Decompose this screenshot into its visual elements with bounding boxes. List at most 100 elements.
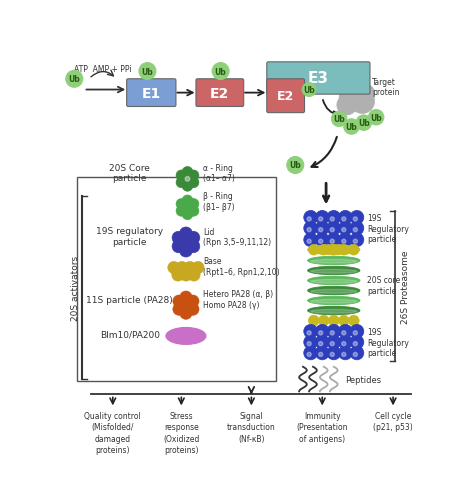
Text: Ub: Ub <box>333 115 345 124</box>
Text: Peptides: Peptides <box>346 375 382 384</box>
Ellipse shape <box>308 297 360 305</box>
Circle shape <box>356 85 374 104</box>
Circle shape <box>172 240 185 253</box>
Text: E2: E2 <box>210 87 229 100</box>
Circle shape <box>304 335 318 349</box>
Text: Cell cycle
(p21, p53): Cell cycle (p21, p53) <box>373 411 413 432</box>
Circle shape <box>179 236 192 249</box>
Circle shape <box>188 206 199 217</box>
Circle shape <box>338 211 352 225</box>
Ellipse shape <box>308 287 360 295</box>
Text: Stress
response
(Oxidized
proteins): Stress response (Oxidized proteins) <box>163 411 200 454</box>
Circle shape <box>176 178 187 188</box>
Circle shape <box>368 110 384 126</box>
Circle shape <box>338 335 352 349</box>
Circle shape <box>182 202 193 213</box>
Circle shape <box>342 353 346 357</box>
Circle shape <box>327 211 341 225</box>
Circle shape <box>338 325 352 338</box>
Ellipse shape <box>310 260 357 264</box>
Circle shape <box>307 228 311 232</box>
Text: Ub: Ub <box>290 161 301 170</box>
Text: 19S
Regulatory
particle: 19S Regulatory particle <box>367 214 409 243</box>
Circle shape <box>319 331 323 335</box>
Circle shape <box>350 90 374 114</box>
Circle shape <box>176 171 187 182</box>
Text: Ub: Ub <box>68 75 80 84</box>
Text: β - Ring
(β1– β7): β - Ring (β1– β7) <box>203 192 235 212</box>
Circle shape <box>212 63 229 80</box>
Circle shape <box>339 84 367 112</box>
Circle shape <box>328 245 339 256</box>
Circle shape <box>330 342 334 346</box>
Circle shape <box>176 206 187 217</box>
Circle shape <box>315 325 329 338</box>
Circle shape <box>330 331 334 335</box>
Text: 19S regulatory
particle: 19S regulatory particle <box>96 227 164 246</box>
Circle shape <box>319 217 323 222</box>
Circle shape <box>176 262 188 274</box>
Text: 19S
Regulatory
particle: 19S Regulatory particle <box>367 328 409 357</box>
Circle shape <box>182 167 193 178</box>
Circle shape <box>342 217 346 222</box>
Circle shape <box>182 174 193 185</box>
FancyBboxPatch shape <box>196 79 244 107</box>
Circle shape <box>180 307 192 319</box>
Circle shape <box>187 303 199 316</box>
Text: Blm10/PA200: Blm10/PA200 <box>100 330 160 339</box>
Text: Ub: Ub <box>142 67 153 76</box>
Circle shape <box>315 233 329 247</box>
Text: Target
protein: Target protein <box>372 77 400 97</box>
Text: Ub: Ub <box>358 119 370 128</box>
FancyBboxPatch shape <box>267 79 304 113</box>
Circle shape <box>187 295 199 308</box>
Circle shape <box>307 342 311 346</box>
Text: ATP  AMP + PPi: ATP AMP + PPi <box>74 65 132 74</box>
Text: 11S particle (PA28): 11S particle (PA28) <box>86 296 173 304</box>
Circle shape <box>353 228 357 232</box>
Circle shape <box>346 79 368 101</box>
Circle shape <box>304 222 318 236</box>
Text: Lid
(Rpn 3,5–9,11,12): Lid (Rpn 3,5–9,11,12) <box>203 227 271 247</box>
Circle shape <box>338 233 352 247</box>
Circle shape <box>173 303 185 316</box>
Circle shape <box>356 116 372 131</box>
Text: E1: E1 <box>142 87 161 100</box>
Circle shape <box>307 240 311 244</box>
Circle shape <box>353 342 357 346</box>
Circle shape <box>353 217 357 222</box>
Circle shape <box>192 262 204 274</box>
FancyBboxPatch shape <box>127 79 176 107</box>
Text: E3: E3 <box>308 71 329 86</box>
Circle shape <box>337 96 357 116</box>
Circle shape <box>172 232 185 245</box>
Text: Immunity
(Presentation
of antigens): Immunity (Presentation of antigens) <box>296 411 348 443</box>
Ellipse shape <box>308 267 360 275</box>
Circle shape <box>341 80 358 97</box>
Circle shape <box>342 342 346 346</box>
Circle shape <box>327 222 341 236</box>
Text: E2: E2 <box>277 90 294 103</box>
Text: Signal
transduction
(Nf-κB): Signal transduction (Nf-κB) <box>227 411 276 443</box>
Circle shape <box>319 353 323 357</box>
Circle shape <box>350 346 364 360</box>
Circle shape <box>307 353 311 357</box>
Ellipse shape <box>310 280 357 284</box>
Circle shape <box>139 63 156 80</box>
Circle shape <box>315 222 329 236</box>
Circle shape <box>330 228 334 232</box>
Circle shape <box>180 269 192 282</box>
Circle shape <box>350 211 364 225</box>
Circle shape <box>342 240 346 244</box>
Circle shape <box>66 71 83 88</box>
Circle shape <box>309 245 319 256</box>
Circle shape <box>304 233 318 247</box>
Circle shape <box>342 228 346 232</box>
Circle shape <box>315 211 329 225</box>
Circle shape <box>327 233 341 247</box>
Ellipse shape <box>308 245 360 255</box>
Circle shape <box>304 325 318 338</box>
Ellipse shape <box>310 270 357 273</box>
Ellipse shape <box>308 257 360 265</box>
Circle shape <box>182 181 193 192</box>
